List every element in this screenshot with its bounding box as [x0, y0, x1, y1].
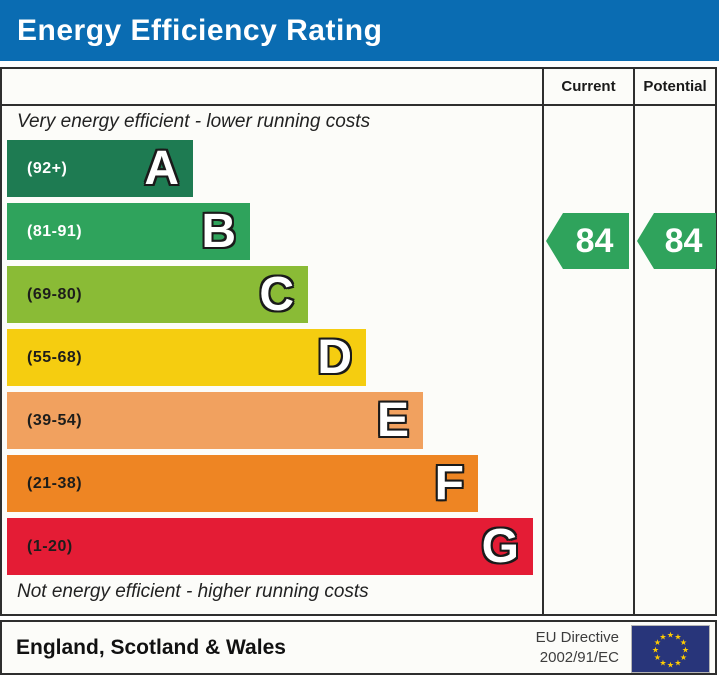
current-column-divider [542, 69, 544, 614]
eu-directive-line2: 2002/91/EC [539, 648, 619, 666]
band-row-g: (1-20) G [7, 518, 533, 575]
band-range-label: (92+) [27, 159, 68, 177]
potential-rating-value: 84 [664, 221, 703, 260]
eu-flag-icon: ★ ★ ★ ★ ★ ★ ★ ★ ★ ★ ★ ★ [631, 625, 710, 673]
band-range-label: (21-38) [27, 474, 83, 492]
svg-text:★: ★ [654, 638, 661, 647]
band-letter: B [201, 204, 236, 258]
potential-column-header: Potential [643, 78, 707, 95]
page-title: Energy Efficiency Rating [17, 13, 383, 47]
eu-directive-line1: EU Directive [535, 628, 619, 646]
bottom-caption: Not energy efficient - higher running co… [17, 581, 369, 602]
svg-text:★: ★ [674, 659, 681, 668]
band-range-label: (81-91) [27, 222, 83, 240]
band-letter: F [434, 456, 464, 510]
current-rating-value: 84 [575, 221, 614, 260]
svg-text:★: ★ [654, 653, 661, 662]
footer-bar: England, Scotland & Wales EU Directive 2… [0, 620, 717, 675]
band-letter: C [259, 267, 294, 321]
current-column-header: Current [561, 78, 616, 95]
svg-text:★: ★ [667, 661, 674, 670]
potential-rating-arrow: 84 [637, 213, 716, 269]
header-row-divider [2, 104, 715, 106]
band-letter: A [144, 141, 179, 195]
potential-column-divider [633, 69, 635, 614]
svg-text:★: ★ [667, 631, 674, 640]
band-letter: G [481, 519, 519, 573]
svg-text:★: ★ [652, 646, 659, 655]
svg-text:★: ★ [682, 646, 689, 655]
title-banner: Energy Efficiency Rating [0, 0, 719, 61]
region-label: England, Scotland & Wales [16, 635, 286, 659]
band-row-a: (92+) A [7, 140, 193, 197]
band-range-label: (69-80) [27, 285, 83, 303]
band-letter: E [376, 393, 409, 447]
svg-text:★: ★ [659, 659, 666, 668]
band-range-label: (1-20) [27, 537, 73, 555]
band-row-b: (81-91) B [7, 203, 250, 260]
band-row-c: (69-80) C [7, 266, 308, 323]
top-caption: Very energy efficient - lower running co… [17, 111, 371, 132]
eu-directive-label: EU Directive 2002/91/EC [536, 628, 619, 668]
svg-text:★: ★ [680, 653, 687, 662]
rating-chart: Current Potential Very energy efficient … [0, 67, 717, 616]
band-range-label: (55-68) [27, 348, 83, 366]
band-row-f: (21-38) F [7, 455, 478, 512]
band-range-label: (39-54) [27, 411, 83, 429]
svg-text:★: ★ [680, 638, 687, 647]
band-row-d: (55-68) D [7, 329, 366, 386]
current-rating-arrow: 84 [546, 213, 629, 269]
band-letter: D [317, 330, 352, 384]
svg-text:★: ★ [659, 633, 666, 642]
band-row-e: (39-54) E [7, 392, 423, 449]
svg-text:★: ★ [674, 633, 681, 642]
